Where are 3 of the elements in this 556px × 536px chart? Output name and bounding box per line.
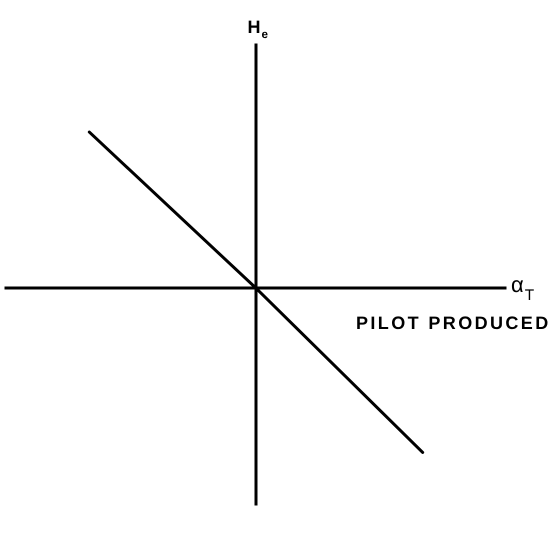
text: H$_{e}$ bbox=[248, 17, 268, 42]
x-axis-title: α$_{T}$ bbox=[511, 272, 534, 304]
text: PILOT PRODUCED bbox=[356, 313, 551, 334]
